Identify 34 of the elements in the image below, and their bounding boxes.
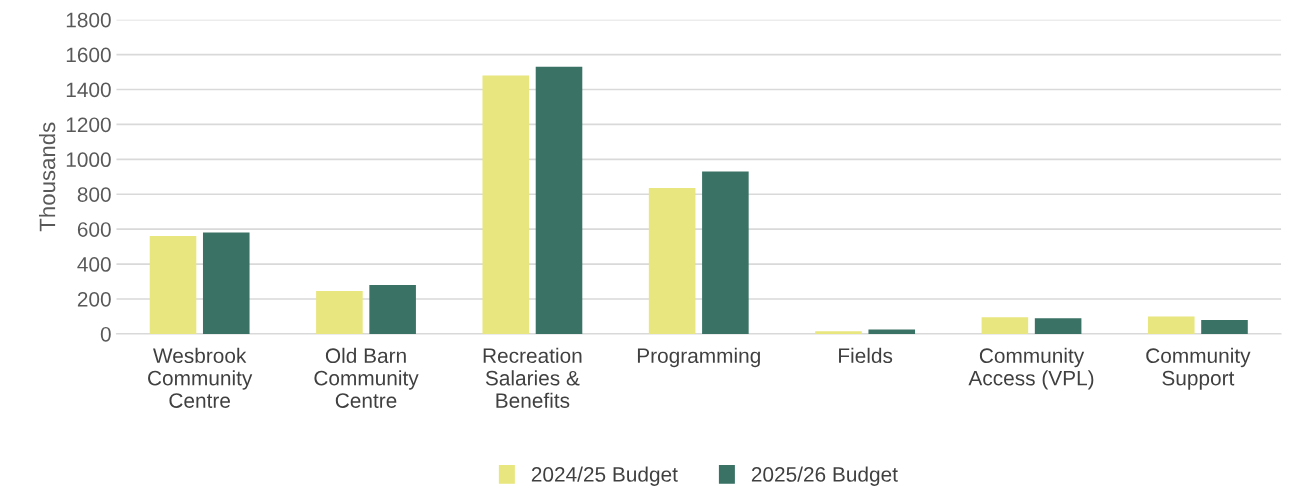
bar <box>981 317 1029 334</box>
bar <box>868 329 916 334</box>
bar <box>202 232 250 334</box>
bar <box>1034 318 1082 334</box>
bar <box>815 331 862 334</box>
y-tick-label: 1200 <box>66 117 111 133</box>
bar <box>1201 319 1248 334</box>
x-tick-label: Community Support <box>1146 347 1251 390</box>
bar <box>369 285 416 334</box>
y-tick-label: 1800 <box>66 12 111 28</box>
y-tick-label: 1000 <box>66 152 111 168</box>
y-tick-label: 1600 <box>66 47 111 63</box>
y-tick-label: 200 <box>77 291 111 307</box>
x-tick-label: Old Barn Community Centre <box>314 347 419 408</box>
bar <box>482 75 530 334</box>
bar <box>535 66 583 334</box>
bar <box>1147 316 1195 334</box>
legend-label: 2025/26 Budget <box>751 466 898 486</box>
y-tick-label: 0 <box>100 326 111 342</box>
bar <box>149 236 197 334</box>
x-tick-label: Fields <box>839 347 893 364</box>
x-tick-label: Wesbrook Community Centre <box>148 347 253 408</box>
y-tick-label: 600 <box>77 222 111 237</box>
y-tick-label: 800 <box>77 187 111 202</box>
bar <box>648 188 696 334</box>
y-tick-label: 1400 <box>66 82 111 98</box>
bar <box>316 291 363 334</box>
legend-label: 2024/25 Budget <box>531 466 678 486</box>
y-tick-label: 400 <box>77 257 111 272</box>
x-tick-label: Community Access (VPL) <box>968 347 1094 390</box>
x-tick-label: Recreation Salaries & Benefits <box>483 347 582 408</box>
x-tick-label: Programming <box>637 347 760 368</box>
y-axis-title: Thousands <box>38 122 56 232</box>
bar <box>702 171 749 334</box>
